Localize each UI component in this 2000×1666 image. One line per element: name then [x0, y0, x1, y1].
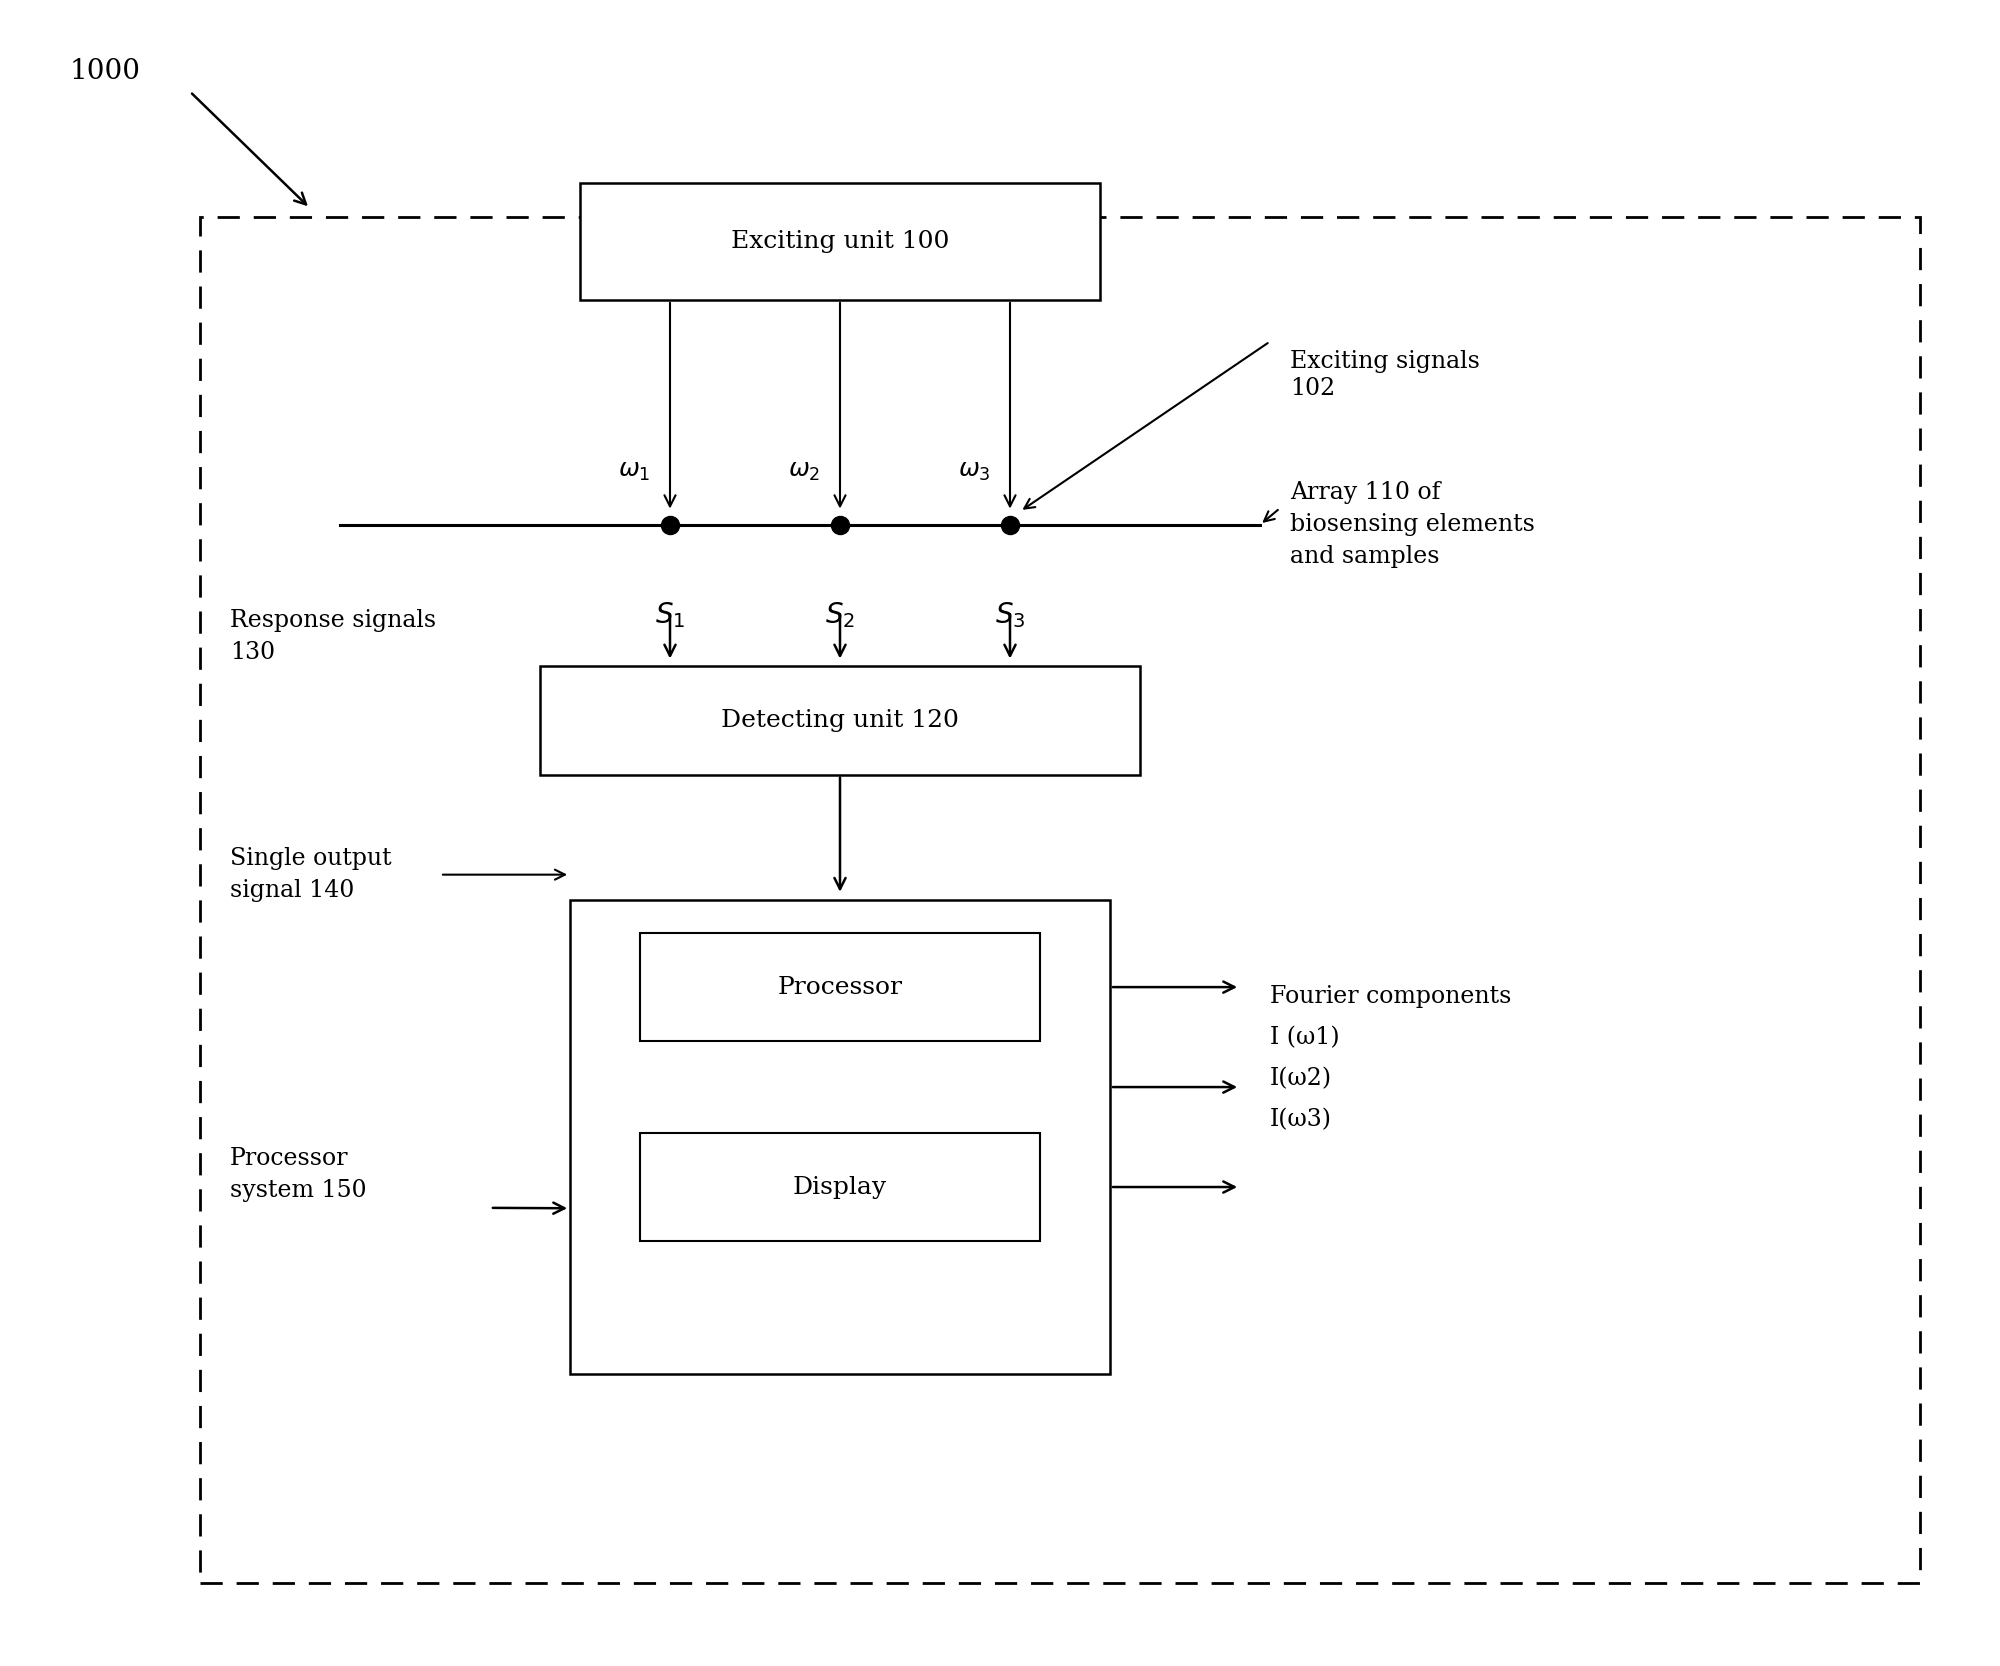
Text: 1000: 1000	[70, 58, 140, 85]
Bar	[580, 183, 1100, 300]
Text: Processor
system 150: Processor system 150	[230, 1146, 366, 1203]
Text: $S_2$: $S_2$	[826, 600, 854, 630]
Text: Array 110 of
biosensing elements
and samples: Array 110 of biosensing elements and sam…	[1290, 481, 1534, 568]
Text: $\omega_3$: $\omega_3$	[958, 460, 990, 483]
Text: Exciting signals
102: Exciting signals 102	[1290, 350, 1480, 400]
Bar	[540, 666, 1140, 775]
Text: Single output
signal 140: Single output signal 140	[230, 846, 392, 903]
Text: $S_3$: $S_3$	[994, 600, 1026, 630]
Text: Processor: Processor	[778, 976, 902, 998]
Bar	[640, 933, 1040, 1041]
Bar	[640, 1133, 1040, 1241]
Text: Exciting unit 100: Exciting unit 100	[730, 230, 950, 253]
Bar	[570, 900, 1110, 1374]
Text: Detecting unit 120: Detecting unit 120	[722, 710, 958, 731]
Text: $\omega_1$: $\omega_1$	[618, 460, 650, 483]
Bar	[200, 217, 1920, 1583]
Text: Display: Display	[792, 1176, 888, 1198]
Text: Fourier components
I (ω1)
I(ω2)
I(ω3): Fourier components I (ω1) I(ω2) I(ω3)	[1270, 985, 1512, 1131]
Text: $S_1$: $S_1$	[654, 600, 686, 630]
Text: Response signals
130: Response signals 130	[230, 608, 436, 665]
Text: $\omega_2$: $\omega_2$	[788, 460, 820, 483]
